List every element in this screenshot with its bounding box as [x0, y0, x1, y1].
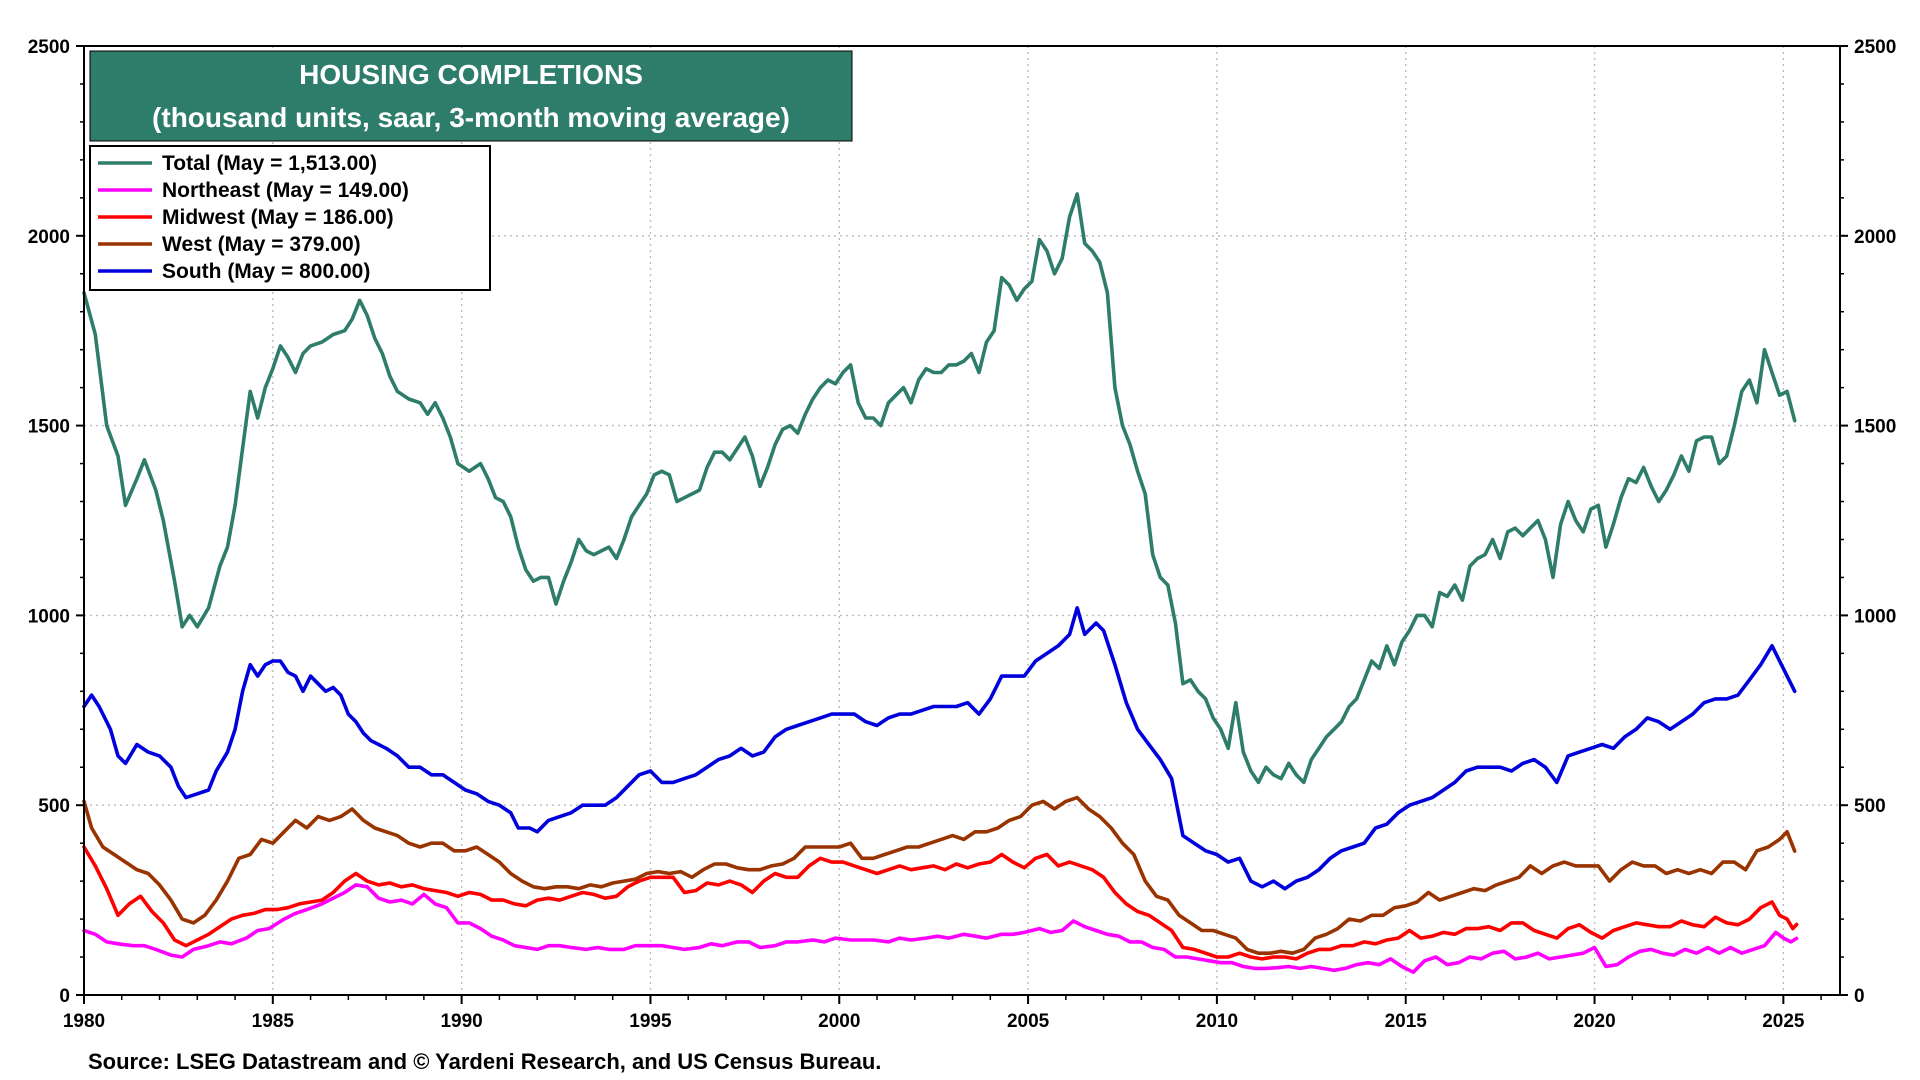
- legend-label: Northeast (May = 149.00): [162, 179, 409, 202]
- y-tick-label: 2000: [28, 227, 70, 248]
- x-tick-label: 1985: [252, 1011, 295, 1032]
- y-axis-left-tick-labels: 0 500 1000 1500 2000 2500: [28, 37, 70, 1007]
- x-tick-label: 2025: [1762, 1011, 1805, 1032]
- y-tick-label: 1500: [28, 417, 70, 438]
- x-tick-label: 1990: [440, 1011, 482, 1032]
- series-lines: [82, 192, 1799, 974]
- y-tick-label: 1000: [28, 606, 70, 627]
- x-tick-label: 2000: [818, 1011, 860, 1032]
- legend: Total (May = 1,513.00) Northeast (May = 1…: [89, 145, 491, 291]
- chart-title: HOUSING COMPLETIONS: [299, 59, 643, 90]
- axis-ticks: [76, 45, 1848, 1004]
- series-line-northeast: [82, 883, 1799, 974]
- title-box: HOUSING COMPLETIONS (thousand units, saa…: [89, 50, 853, 142]
- title-box-background: [89, 50, 853, 142]
- legend-label: West (May = 379.00): [162, 233, 361, 256]
- chart-subtitle: (thousand units, saar, 3-month moving av…: [152, 102, 790, 133]
- x-tick-label: 2020: [1573, 1011, 1615, 1032]
- x-tick-label: 2015: [1385, 1011, 1428, 1032]
- y-tick-label: 500: [1854, 796, 1886, 817]
- y-tick-label: 0: [59, 986, 70, 1007]
- y-tick-label: 2500: [28, 37, 70, 58]
- y-tick-label: 2500: [1854, 37, 1896, 58]
- grid-lines: [84, 46, 1840, 995]
- x-axis-tick-labels: 1980 1985 1990 1995 2000 2005 2010 2015 2020 2025: [63, 1011, 1805, 1032]
- x-tick-label: 1995: [629, 1011, 672, 1032]
- series-line-total: [82, 192, 1797, 785]
- y-axis-right-tick-labels: 0 500 1000 1500 2000 2500: [1854, 37, 1896, 1007]
- x-tick-label: 1980: [63, 1011, 105, 1032]
- y-tick-label: 2000: [1854, 227, 1896, 248]
- x-tick-label: 2005: [1007, 1011, 1050, 1032]
- legend-label: Total (May = 1,513.00): [162, 152, 377, 175]
- y-tick-label: 500: [38, 796, 70, 817]
- legend-label: Midwest (May = 186.00): [162, 206, 394, 229]
- y-tick-label: 1500: [1854, 417, 1896, 438]
- legend-box: [89, 145, 491, 291]
- y-tick-label: 1000: [1854, 606, 1896, 627]
- series-line-west: [82, 795, 1797, 955]
- plot-frame: [83, 45, 1841, 996]
- legend-label: South (May = 800.00): [162, 260, 370, 283]
- series-line-midwest: [82, 845, 1799, 961]
- x-tick-label: 2010: [1196, 1011, 1238, 1032]
- y-tick-label: 0: [1854, 986, 1865, 1007]
- series-line-south: [82, 606, 1797, 891]
- source-note: Source: LSEG Datastream and © Yardeni Re…: [88, 1049, 882, 1074]
